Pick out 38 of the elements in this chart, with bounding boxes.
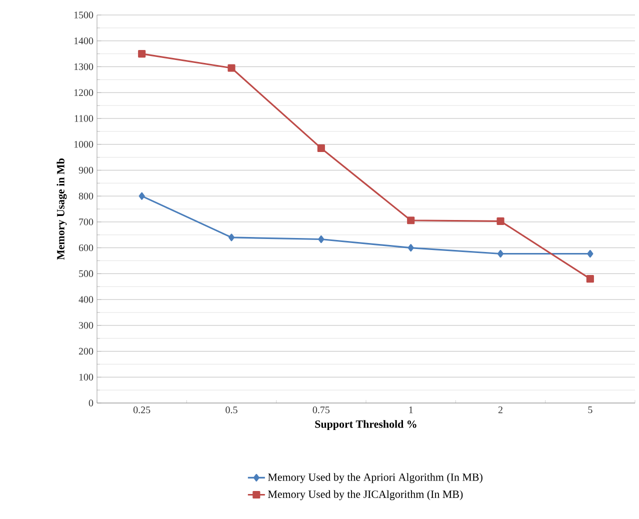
point — [408, 244, 414, 252]
x-axis-title: Support Threshold % — [315, 420, 416, 430]
point — [407, 216, 415, 224]
y-tick-label: 1000 — [74, 140, 94, 148]
y-tick-label: 1400 — [74, 38, 94, 44]
y-tick-label: 0 — [88, 400, 94, 406]
y-tick-label: 900 — [78, 166, 94, 174]
point — [318, 235, 324, 244]
point — [228, 64, 236, 72]
y-tick-label: 300 — [79, 322, 94, 329]
x-tick-label: 2 — [498, 406, 502, 414]
y-tick-label: 200 — [78, 348, 94, 355]
y-tick-label: 500 — [79, 270, 94, 278]
point — [586, 275, 594, 283]
y-tick-label: 800 — [78, 192, 94, 200]
y-tick-label: 1300 — [74, 63, 94, 70]
y-tick-label: 600 — [78, 244, 94, 252]
y-tick-label: 1100 — [74, 115, 94, 122]
x-tick-label: 5 — [588, 406, 592, 414]
y-tick-label: 700 — [79, 218, 94, 226]
x-tick-label: 0.25 — [133, 406, 150, 414]
legend-label: Memory Used by the Apriori Algorithm (In MB) — [268, 473, 482, 484]
point — [496, 217, 504, 225]
point — [317, 144, 325, 152]
point — [497, 250, 504, 258]
x-tick-label: 0.5 — [226, 406, 238, 414]
x-tick-label: 1 — [409, 406, 413, 414]
legend-label: Memory Used by the JICAlgorithm (In MB) — [268, 490, 463, 500]
y-tick-label: 1500 — [74, 12, 94, 18]
y-tick-label: 100 — [79, 374, 94, 380]
x-tick-label: 0.75 — [312, 406, 330, 414]
point — [138, 50, 146, 58]
y-tick-label: 1200 — [74, 89, 94, 96]
y-tick-label: 400 — [78, 296, 94, 303]
y-axis-title: Memory Usage in Mb — [56, 158, 67, 260]
point — [228, 234, 235, 242]
point — [138, 192, 145, 200]
point — [587, 250, 594, 258]
